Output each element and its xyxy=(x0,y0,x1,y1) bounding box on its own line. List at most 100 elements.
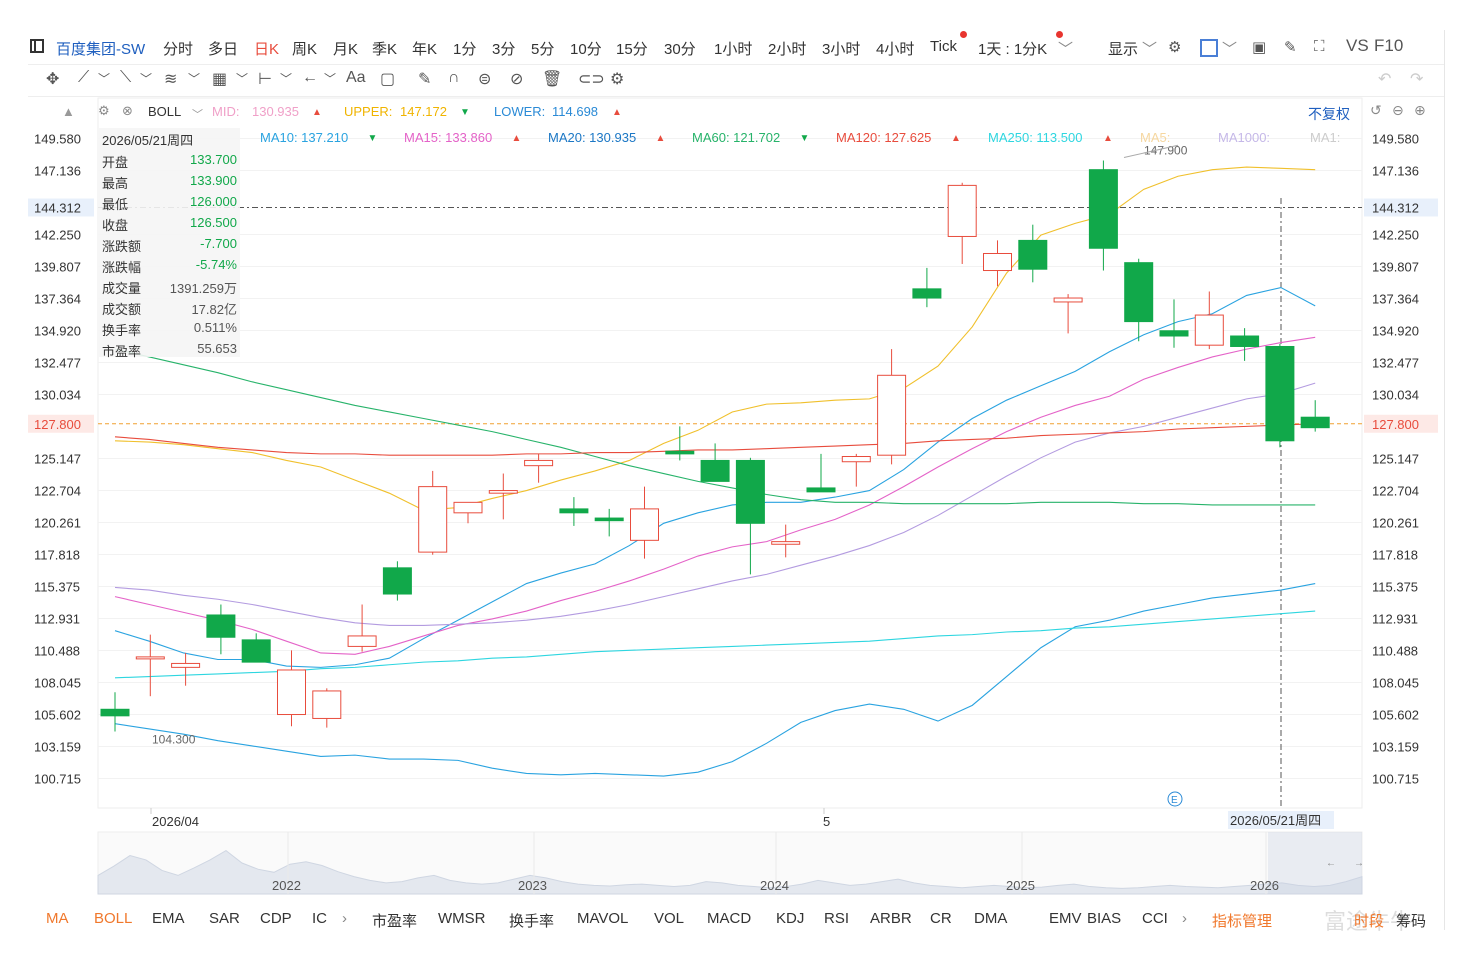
move-icon[interactable]: ✥ xyxy=(46,71,60,88)
gear-icon[interactable]: ⚙ xyxy=(98,103,110,118)
candle-body[interactable] xyxy=(135,656,165,660)
candle-body[interactable] xyxy=(488,490,518,494)
comment-tool-icon[interactable]: ▢ xyxy=(380,71,396,88)
arrow-tool-icon[interactable]: ← xyxy=(302,69,318,86)
hide-icon[interactable]: ⊘ xyxy=(510,71,524,88)
candle-body[interactable] xyxy=(171,662,201,668)
candle-body[interactable] xyxy=(877,374,907,456)
period-tab-13[interactable]: 1小时 xyxy=(714,41,753,58)
link-icon[interactable]: ⊂⊃ xyxy=(578,71,605,88)
candle-body[interactable] xyxy=(841,456,871,463)
candle-body[interactable] xyxy=(665,450,695,455)
indicator-VOL[interactable]: VOL xyxy=(654,910,685,927)
candle-body[interactable] xyxy=(206,614,236,638)
period-tab-16[interactable]: 4小时 xyxy=(876,41,915,58)
magnet-icon[interactable]: ∩ xyxy=(448,69,460,86)
multi-period-select[interactable]: 1天 : 1分K xyxy=(978,41,1048,58)
candle-body[interactable] xyxy=(1265,345,1295,442)
candle-body[interactable] xyxy=(1018,239,1048,270)
candle-body[interactable] xyxy=(100,708,130,717)
close-icon[interactable]: ⊗ xyxy=(122,103,133,118)
period-tab-0[interactable]: 分时 xyxy=(163,41,194,58)
candle-body[interactable] xyxy=(312,690,342,719)
indicator-CDP[interactable]: CDP xyxy=(260,910,292,927)
candle-body[interactable] xyxy=(277,669,306,716)
period-tab-6[interactable]: 年K xyxy=(412,41,438,58)
period-tab-9[interactable]: 5分 xyxy=(531,41,555,58)
indicator-市盈率[interactable]: 市盈率 xyxy=(372,913,418,930)
stock-name[interactable]: 百度集团-SW xyxy=(56,41,146,58)
gear-icon[interactable]: ⚙ xyxy=(1168,39,1182,56)
chevron-down-icon[interactable]: ﹀ xyxy=(1222,41,1238,58)
ma-legend-6[interactable]: MA5: xyxy=(1140,130,1171,145)
event-marker-icon[interactable] xyxy=(1167,791,1183,807)
chevron-down-icon[interactable]: ﹀ xyxy=(188,72,201,86)
candle-body[interactable] xyxy=(1194,314,1224,346)
line-tool-icon[interactable]: ⟋ xyxy=(78,69,90,86)
ma-legend-2[interactable]: MA20: 130.935 xyxy=(548,130,637,145)
candle-body[interactable] xyxy=(559,508,589,514)
ma-legend-0[interactable]: MA10: 137.210 xyxy=(260,130,349,145)
indicator-CCI[interactable]: CCI xyxy=(1142,910,1168,927)
period-tab-14[interactable]: 2小时 xyxy=(768,41,807,58)
lock-icon[interactable]: ⊜ xyxy=(478,71,492,88)
indicator-EMV[interactable]: EMV xyxy=(1049,910,1082,927)
candle-body[interactable] xyxy=(1088,169,1118,249)
candle-body[interactable] xyxy=(418,486,448,553)
redo-icon[interactable]: ↷ xyxy=(1410,71,1424,88)
window-layout-icon[interactable] xyxy=(1200,39,1218,57)
period-tab-4[interactable]: 月K xyxy=(333,41,359,58)
indicator-EMA[interactable]: EMA xyxy=(152,910,185,927)
chevron-down-icon[interactable]: ﹀ xyxy=(192,109,203,121)
period-tab-8[interactable]: 3分 xyxy=(492,41,516,58)
chip-button[interactable]: 筹码 xyxy=(1396,913,1427,930)
period-tab-10[interactable]: 10分 xyxy=(570,41,602,58)
chevron-down-icon[interactable]: ﹀ xyxy=(1142,41,1158,58)
ma-legend-8[interactable]: MA1: xyxy=(1310,130,1341,145)
kline-chart[interactable]: 149.580 149.580 147.136 147.136 144.312 144.3… xyxy=(28,30,1444,900)
candle-body[interactable] xyxy=(347,635,377,647)
candle-body[interactable] xyxy=(735,459,765,524)
indicator-DMA[interactable]: DMA xyxy=(974,910,1008,927)
period-tab-2[interactable]: 日K xyxy=(254,41,280,58)
undo-icon[interactable]: ↶ xyxy=(1378,71,1392,88)
timeline-button[interactable]: 时段 xyxy=(1354,913,1385,930)
fullscreen-icon[interactable]: ⛶ xyxy=(1314,38,1325,55)
indicator-SAR[interactable]: SAR xyxy=(209,910,240,927)
candle-body[interactable] xyxy=(524,459,554,467)
indicator-MAVOL[interactable]: MAVOL xyxy=(577,910,629,927)
candle-body[interactable] xyxy=(912,288,942,299)
candle-body[interactable] xyxy=(1124,262,1154,323)
sidebar-toggle-icon[interactable] xyxy=(30,39,44,53)
chevron-right-icon[interactable]: › xyxy=(1182,910,1187,927)
indicator-WMSR[interactable]: WMSR xyxy=(438,910,486,927)
chevron-right-icon[interactable]: › xyxy=(342,910,347,927)
vs-button[interactable]: VS xyxy=(1346,36,1369,55)
f10-button[interactable]: F10 xyxy=(1374,36,1404,55)
ma-legend-4[interactable]: MA120: 127.625 xyxy=(836,130,932,145)
overview-left-handle-icon[interactable]: ← xyxy=(1326,858,1336,869)
overview-right-handle-icon[interactable]: → xyxy=(1354,858,1364,869)
candle-body[interactable] xyxy=(947,184,977,237)
candle-body[interactable] xyxy=(983,252,1012,272)
display-menu[interactable]: 显示 xyxy=(1108,41,1139,58)
indicator-MACD[interactable]: MACD xyxy=(707,910,752,927)
indicator-MA[interactable]: MA xyxy=(46,910,69,927)
chevron-down-icon[interactable]: ﹀ xyxy=(280,72,293,86)
candle-body[interactable] xyxy=(1230,335,1260,347)
ma-legend-5[interactable]: MA250: 113.500 xyxy=(988,130,1083,145)
pen-icon[interactable]: ✎ xyxy=(1284,39,1297,56)
period-tab-5[interactable]: 季K xyxy=(372,41,398,58)
candle-body[interactable] xyxy=(453,501,483,514)
indicator-KDJ[interactable]: KDJ xyxy=(776,910,805,927)
ma-legend-7[interactable]: MA1000: xyxy=(1218,130,1271,145)
reset-icon[interactable]: ↺ xyxy=(1370,102,1382,118)
ma-legend-1[interactable]: MA15: 133.860 xyxy=(404,130,493,145)
indicator-BIAS[interactable]: BIAS xyxy=(1087,910,1122,927)
measure-tool-icon[interactable]: ⊢ xyxy=(258,71,272,88)
indicator-ARBR[interactable]: ARBR xyxy=(870,910,912,927)
candle-body[interactable] xyxy=(1053,297,1083,303)
candle-body[interactable] xyxy=(700,459,730,482)
period-tab-1[interactable]: 多日 xyxy=(208,41,239,58)
overview-window[interactable] xyxy=(1268,832,1362,894)
